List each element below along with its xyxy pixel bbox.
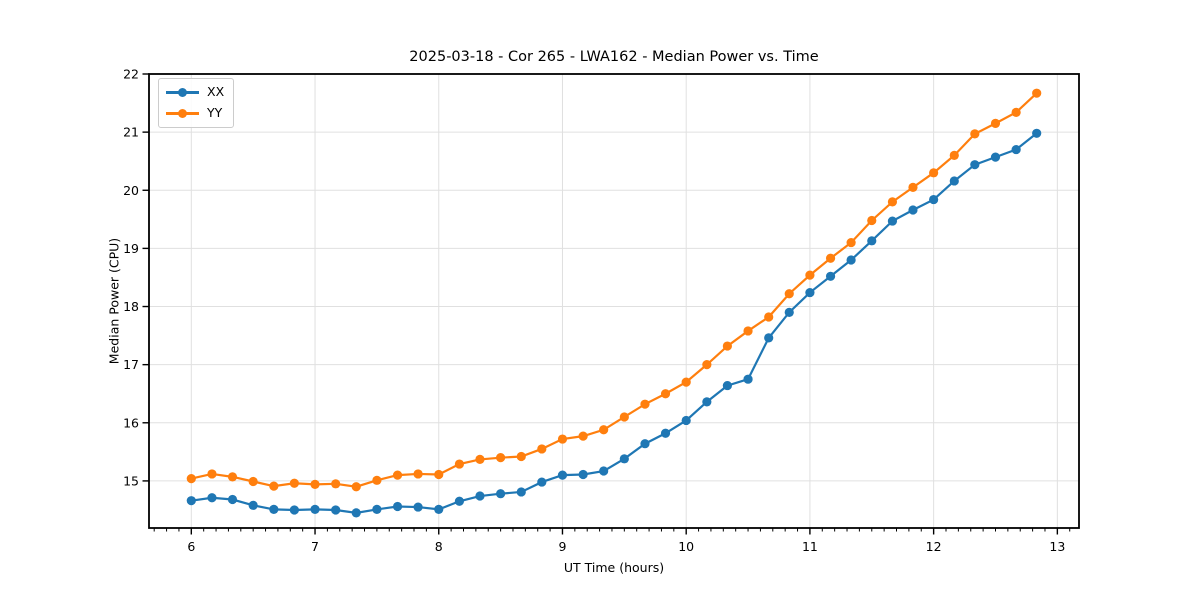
x-major-ticks [190,528,1059,535]
svg-text:19: 19 [123,241,139,256]
x-tick-labels: 6 7 8 9 10 11 12 13 [187,539,1065,554]
xx-line-marker-icon [166,88,199,98]
svg-text:9: 9 [558,539,566,554]
svg-text:8: 8 [435,539,443,554]
legend-label-xx: XX [207,84,225,100]
y-axis-label: Median Power (CPU) [106,237,122,365]
svg-text:21: 21 [123,125,139,140]
svg-text:17: 17 [123,357,139,372]
svg-text:6: 6 [187,539,195,554]
y-tick-labels: 15 16 17 18 19 20 21 22 [123,67,139,489]
svg-text:18: 18 [123,299,139,314]
x-axis-label: UT Time (hours) [563,560,665,575]
svg-text:10: 10 [678,539,694,554]
gridlines [149,73,1079,528]
chart-title: 2025-03-18 - Cor 265 - LWA162 - Median P… [409,49,819,65]
y-major-ticks [142,73,149,482]
svg-text:15: 15 [123,473,139,488]
svg-text:12: 12 [926,539,942,554]
legend: XX YY [158,78,235,128]
legend-item-yy: YY [166,105,224,122]
plot-border [148,73,1080,529]
svg-text:22: 22 [123,67,139,82]
svg-text:13: 13 [1049,539,1065,554]
svg-text:11: 11 [802,539,818,554]
legend-item-xx: XX [166,84,224,101]
yy-line-marker-icon [166,109,199,119]
series-markers-yy [186,88,1042,492]
svg-text:20: 20 [123,183,139,198]
svg-text:16: 16 [123,415,139,430]
svg-text:7: 7 [311,539,319,554]
series-line-yy [191,92,1038,488]
series-markers-xx [186,128,1042,518]
legend-label-yy: YY [207,105,223,121]
